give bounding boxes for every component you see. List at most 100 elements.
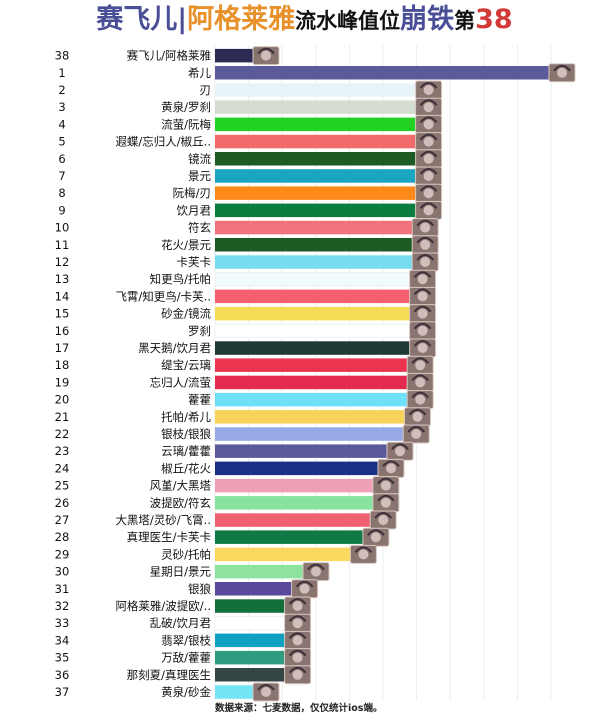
character-avatar-face	[420, 239, 431, 250]
bar	[215, 289, 412, 304]
character-avatar-face	[411, 429, 422, 439]
rank-label: 33	[55, 616, 70, 630]
category-label: 波提欧/符玄	[150, 496, 211, 510]
rank-label: 31	[55, 582, 70, 596]
character-avatar-face	[423, 102, 434, 113]
rank-label: 23	[55, 444, 70, 458]
character-avatar-face	[417, 308, 428, 319]
category-label: 希儿	[188, 66, 211, 80]
rank-label: 24	[55, 461, 70, 475]
rank-label: 25	[55, 479, 70, 493]
category-label: 椒丘/花火	[161, 461, 211, 475]
category-label: 符玄	[188, 221, 211, 235]
bar	[215, 513, 373, 527]
rank-label: 34	[55, 633, 70, 647]
character-avatar-face	[380, 480, 391, 491]
bar	[215, 238, 415, 252]
character-avatar-face	[311, 566, 321, 577]
bar	[215, 685, 255, 699]
character-avatar-hair	[419, 99, 438, 106]
character-avatar-hair	[413, 340, 432, 347]
title-part4: 崩铁	[400, 4, 455, 35]
character-avatar-face	[261, 50, 271, 61]
bar	[215, 220, 415, 235]
rank-label: 2	[58, 83, 65, 97]
bar	[215, 547, 353, 562]
bar	[215, 100, 418, 114]
category-label: 缇宝/云璃	[161, 358, 211, 372]
character-avatar-hair	[553, 64, 571, 72]
character-avatar-face	[370, 532, 381, 543]
rank-label: 5	[58, 135, 65, 149]
bar	[215, 66, 551, 80]
character-avatar-hair	[391, 443, 409, 450]
character-avatar-hair	[411, 357, 429, 364]
rank-label: 30	[55, 565, 70, 579]
character-avatar-hair	[367, 529, 385, 536]
bar	[215, 478, 375, 493]
rank-label: 7	[58, 169, 65, 183]
bar	[215, 255, 415, 269]
character-avatar-face	[423, 188, 434, 199]
category-label: 罗刹	[188, 324, 211, 338]
category-label: 星期日/景元	[150, 565, 212, 579]
character-avatar-face	[423, 205, 434, 216]
category-label: 流萤/阮梅	[161, 117, 211, 131]
character-avatar-hair	[288, 649, 307, 657]
character-avatar-face	[378, 515, 389, 525]
category-label: 卡芙卡	[177, 255, 212, 269]
rank-label: 35	[55, 651, 70, 665]
character-avatar-face	[261, 687, 271, 697]
character-avatar-face	[417, 274, 428, 285]
bar	[215, 496, 375, 510]
category-label: 知更鸟/托帕	[150, 272, 211, 286]
character-avatar-face	[380, 497, 391, 508]
character-avatar-face	[412, 411, 423, 422]
character-avatar-hair	[257, 47, 275, 55]
category-label: 黄泉/罗刹	[161, 100, 211, 114]
category-label: 万敌/藿藿	[161, 651, 211, 665]
rank-label: 15	[55, 307, 70, 321]
bar	[215, 530, 365, 544]
character-avatar-face	[415, 360, 426, 371]
bar	[215, 650, 287, 665]
character-avatar-face	[292, 635, 303, 646]
category-label: 翡翠/银枝	[161, 633, 211, 647]
source-note: 数据来源：七麦数据，仅仅统计ios端。	[215, 703, 383, 714]
category-label: 黄泉/砂金	[161, 685, 211, 699]
character-avatar-face	[557, 67, 567, 78]
rank-label: 32	[55, 599, 70, 613]
bar	[215, 599, 287, 613]
category-label: 银狼	[188, 582, 211, 596]
character-avatar-hair	[288, 632, 307, 640]
category-label: 云璃/藿藿	[161, 444, 211, 458]
rank-label: 16	[55, 324, 70, 338]
character-avatar-face	[299, 583, 310, 594]
character-avatar-hair	[377, 494, 395, 502]
character-avatar-hair	[288, 598, 307, 605]
bar	[215, 117, 418, 132]
bar	[215, 444, 389, 458]
character-avatar-hair	[419, 116, 438, 124]
character-avatar-face	[423, 85, 434, 95]
character-avatar-hair	[354, 546, 373, 554]
category-label: 遐蝶/忘归人/椒丘..	[115, 135, 211, 149]
bar	[215, 341, 412, 355]
category-label: 阿格莱雅/波提欧/..	[115, 599, 211, 613]
rank-label: 27	[55, 513, 70, 527]
title-part2: 阿格莱雅	[187, 4, 296, 35]
rank-label: 19	[55, 375, 70, 389]
category-label: 飞霄/知更鸟/卡芙..	[115, 289, 211, 303]
category-label: 灵砂/托帕	[161, 547, 211, 561]
category-label: 那刻夏/真理医生	[127, 668, 211, 682]
character-avatar-hair	[295, 580, 314, 588]
character-avatar-hair	[382, 460, 400, 468]
character-avatar-face	[420, 222, 431, 233]
character-avatar-face	[292, 652, 303, 663]
character-avatar-face	[423, 153, 434, 164]
character-avatar-face	[420, 257, 431, 267]
bar	[215, 410, 407, 424]
rank-label: 6	[58, 152, 65, 166]
character-avatar-hair	[419, 185, 438, 192]
